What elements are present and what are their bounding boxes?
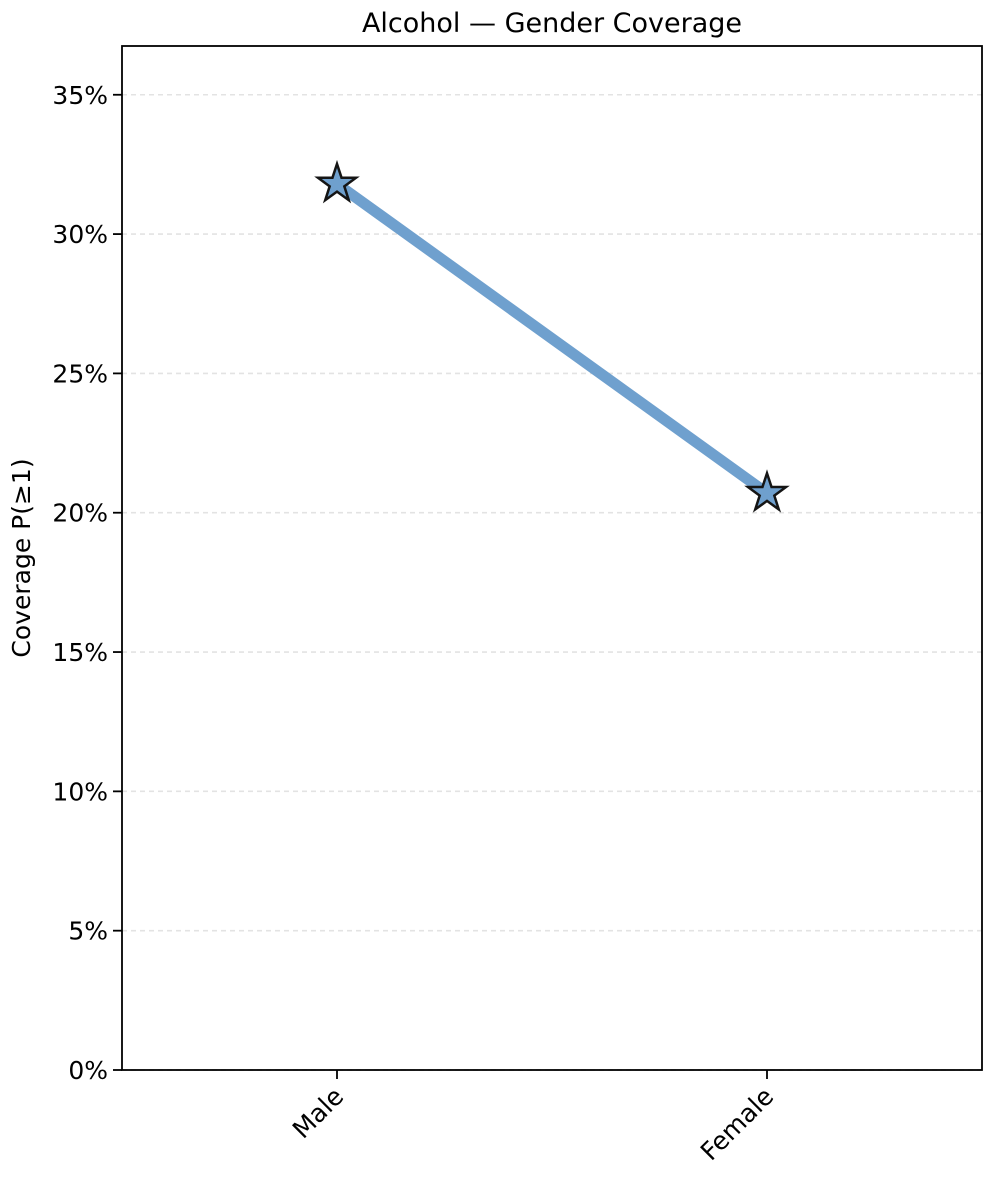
y-tick-label: 20% [52, 499, 108, 528]
y-tick-label: 10% [52, 777, 108, 806]
y-tick-label: 35% [52, 81, 108, 110]
y-tick-label: 0% [68, 1056, 108, 1085]
y-tick-label: 25% [52, 359, 108, 388]
data-series [314, 159, 790, 513]
y-tick-label: 5% [68, 917, 108, 946]
axes: 0% 5% 10% 15% 20% 25% 30% 35% Male Female [52, 45, 983, 1166]
star-marker [314, 159, 360, 204]
series-line [331, 178, 773, 499]
gridlines [122, 93, 982, 1071]
y-axis-label: Coverage P(≥1) [7, 458, 36, 657]
x-tick-label: Female [695, 1082, 779, 1166]
chart-title: Alcohol — Gender Coverage [362, 8, 742, 39]
plot-border [121, 45, 983, 1071]
y-tick-label: 30% [52, 220, 108, 249]
x-tick-label: Male [287, 1082, 349, 1144]
y-tick-label: 15% [52, 638, 108, 667]
star-marker [744, 469, 790, 513]
